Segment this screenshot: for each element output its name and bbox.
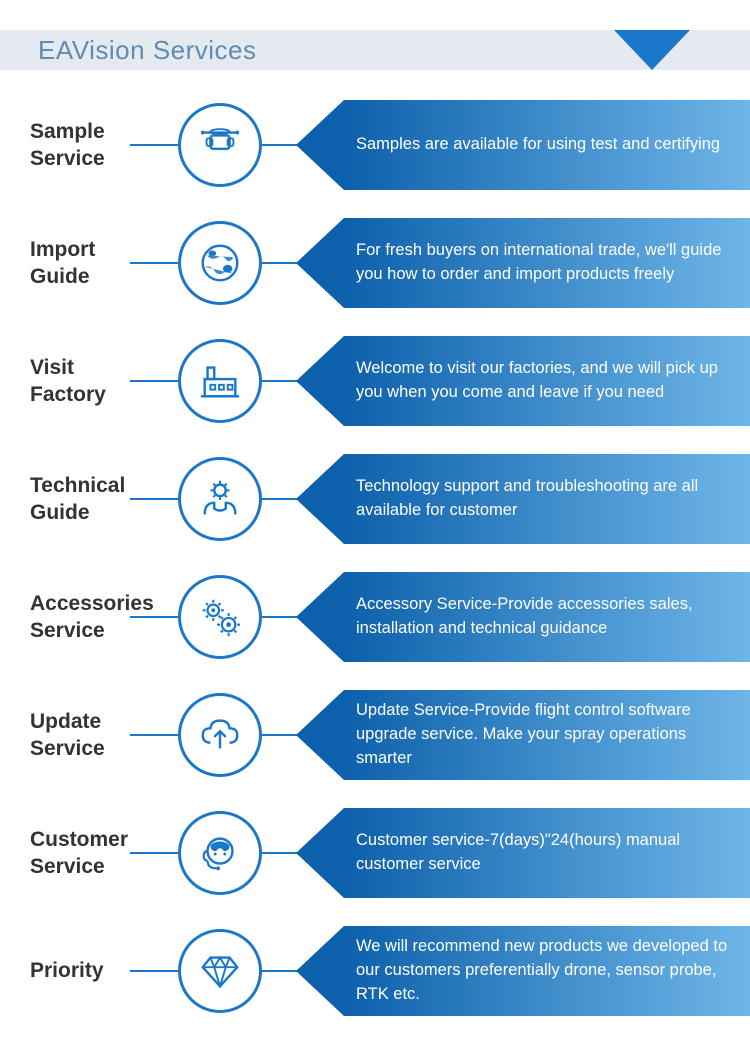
- arrow-tip: [296, 100, 344, 190]
- service-row: Priority We will recommend new products w…: [0, 926, 750, 1016]
- connector-line: [130, 144, 178, 146]
- arrow-tip: [296, 690, 344, 780]
- connector-line: [262, 144, 298, 146]
- service-row: Sample Service Samples are available for …: [0, 100, 750, 190]
- factory-icon: [178, 339, 262, 423]
- arrow-tip: [296, 926, 344, 1016]
- connector-line: [130, 616, 178, 618]
- drone-icon: [178, 103, 262, 187]
- service-row: Customer Service Customer service-7(days)…: [0, 808, 750, 898]
- connector-line: [262, 616, 298, 618]
- service-label: Accessories Service: [0, 590, 130, 645]
- diamond-icon: [178, 929, 262, 1013]
- cloud-upload-icon: [178, 693, 262, 777]
- service-row: Update Service Update Service-Provide fli…: [0, 690, 750, 780]
- service-label: Update Service: [0, 708, 130, 763]
- connector-line: [130, 498, 178, 500]
- service-description: Samples are available for using test and…: [344, 100, 750, 190]
- headset-icon: [178, 811, 262, 895]
- connector-line: [262, 380, 298, 382]
- connector-line: [262, 852, 298, 854]
- service-description: Accessory Service-Provide accessories sa…: [344, 572, 750, 662]
- service-description: For fresh buyers on international trade,…: [344, 218, 750, 308]
- service-description: Customer service-7(days)"24(hours) manua…: [344, 808, 750, 898]
- service-row: Accessories Service Accessory Service-Pro…: [0, 572, 750, 662]
- tech-support-icon: [178, 457, 262, 541]
- connector-line: [262, 262, 298, 264]
- arrow-tip: [296, 808, 344, 898]
- top-decorative-arrow: [614, 30, 690, 70]
- service-description: Update Service-Provide flight control so…: [344, 690, 750, 780]
- service-label: Visit Factory: [0, 354, 130, 409]
- arrow-tip: [296, 572, 344, 662]
- service-description: We will recommend new products we develo…: [344, 926, 750, 1016]
- services-list: Sample Service Samples are available for …: [0, 70, 750, 1058]
- connector-line: [262, 498, 298, 500]
- connector-line: [262, 734, 298, 736]
- connector-line: [130, 380, 178, 382]
- service-label: Technical Guide: [0, 472, 130, 527]
- arrow-tip: [296, 454, 344, 544]
- service-label: Priority: [0, 957, 130, 984]
- arrow-tip: [296, 336, 344, 426]
- connector-line: [130, 852, 178, 854]
- page-root: EAVision Services Sample Service Samples …: [0, 30, 750, 1058]
- page-title: EAVision Services: [38, 35, 257, 66]
- service-row: Technical Guide Technology support and tr…: [0, 454, 750, 544]
- service-description: Welcome to visit our factories, and we w…: [344, 336, 750, 426]
- service-label: Import Guide: [0, 236, 130, 291]
- service-label: Customer Service: [0, 826, 130, 881]
- connector-line: [130, 262, 178, 264]
- arrow-tip: [296, 218, 344, 308]
- connector-line: [262, 970, 298, 972]
- service-label: Sample Service: [0, 118, 130, 173]
- service-row: Import Guide For fresh buyers on internat…: [0, 218, 750, 308]
- gears-icon: [178, 575, 262, 659]
- globe-icon: [178, 221, 262, 305]
- service-description: Technology support and troubleshooting a…: [344, 454, 750, 544]
- connector-line: [130, 970, 178, 972]
- connector-line: [130, 734, 178, 736]
- service-row: Visit Factory Welcome to visit our factor…: [0, 336, 750, 426]
